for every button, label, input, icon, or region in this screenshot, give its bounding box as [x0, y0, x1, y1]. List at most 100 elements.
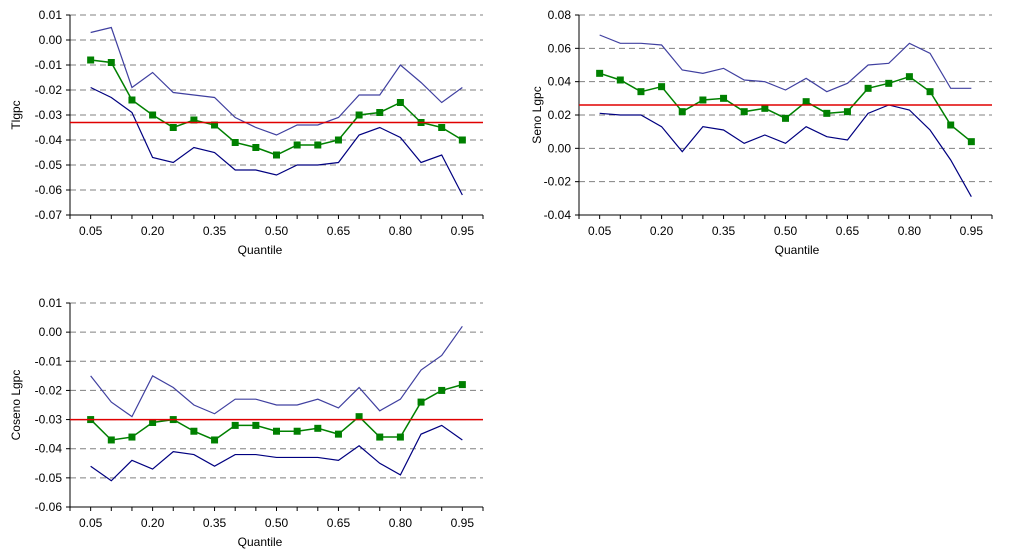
y-tick-label: 0.00	[39, 325, 63, 339]
series-estimate-point	[823, 109, 831, 117]
chart-tlgpc-svg: 0.01 0.00 -0.01 -0.02 -0.03 -0.04 -0.05 -0.06 -0…	[9, 8, 484, 257]
series-estimate-point	[596, 69, 604, 77]
series-estimate-point	[211, 436, 219, 444]
series-estimate-point	[190, 427, 198, 435]
chart-coseno-lgpc-svg: 0.01 0.00 -0.01 -0.02 -0.03 -0.04 -0.05 -0.06 0.…	[9, 296, 484, 549]
series-estimate-point	[926, 88, 934, 96]
series-estimate-point	[740, 108, 748, 116]
x-tick-label: 0.80	[389, 516, 413, 530]
series-estimate-point	[720, 94, 728, 102]
series-lower-band-line	[90, 86, 463, 196]
y-tick-label: -0.02	[35, 83, 63, 97]
x-tick-label: 0.65	[836, 224, 860, 238]
y-tick-label: -0.02	[544, 175, 572, 189]
series-estimate-point	[107, 59, 115, 66]
x-tick-label: 0.95	[960, 224, 984, 238]
series-estimate-point	[376, 433, 384, 441]
y-axis-label: Seno Lgpc	[530, 86, 544, 143]
x-tick-label: 0.65	[327, 516, 351, 530]
series-estimate-point	[417, 398, 425, 406]
series-estimate-point	[885, 79, 893, 87]
series-upper-band-line	[90, 26, 463, 136]
y-tick-label: -0.04	[35, 133, 63, 147]
series-estimate-point	[293, 427, 301, 435]
series-estimate-point	[458, 136, 466, 144]
x-tick-label: 0.50	[265, 516, 289, 530]
series-estimate-point	[947, 121, 955, 129]
y-tick-label: -0.06	[35, 500, 63, 514]
series-estimate-point	[658, 83, 666, 91]
series-estimate-point	[169, 124, 177, 131]
x-tick-label: 0.05	[588, 224, 612, 238]
series-estimate-line	[90, 59, 463, 156]
x-tick-label: 0.95	[451, 516, 475, 530]
series-upper-band-line	[90, 325, 463, 418]
chart-tlgpc: 0.01 0.00 -0.01 -0.02 -0.03 -0.04 -0.05 -0.06 -0…	[0, 0, 513, 276]
series-estimate-point	[864, 84, 872, 92]
series-estimate-point	[355, 111, 363, 119]
x-tick-label: 0.80	[898, 224, 922, 238]
series-estimate-point	[396, 433, 404, 441]
y-tick-label: 0.01	[39, 8, 63, 22]
y-tick-label: -0.04	[544, 208, 572, 222]
series-estimate-point	[458, 381, 466, 389]
y-tick-label: 0.06	[548, 41, 572, 55]
y-axis-label: Tlgpc	[9, 100, 23, 129]
y-tick-label: 0.08	[548, 8, 572, 22]
series-estimate-point	[802, 98, 810, 106]
chart-coseno-lgpc: 0.01 0.00 -0.01 -0.02 -0.03 -0.04 -0.05 -0.06 0.…	[0, 276, 513, 551]
series-estimate-point	[843, 108, 851, 116]
x-tick-label: 0.05	[79, 516, 103, 530]
series-upper-band-line	[599, 34, 972, 93]
series-estimate-point	[107, 436, 115, 444]
series-estimate-point	[128, 433, 136, 441]
y-tick-label: -0.05	[35, 158, 63, 172]
x-axis-label: Quantile	[238, 535, 283, 549]
series-estimate-point	[231, 139, 239, 146]
series-estimate-point	[396, 99, 404, 106]
series-estimate-point	[87, 56, 95, 64]
series-estimate-point	[637, 88, 645, 96]
series-estimate-point	[678, 108, 686, 116]
x-tick-label: 0.50	[774, 224, 798, 238]
series-estimate-line	[599, 72, 972, 143]
y-tick-label: -0.07	[35, 208, 63, 222]
series-estimate-point	[376, 109, 384, 116]
x-tick-label: 0.65	[327, 224, 351, 238]
series-estimate-point	[355, 413, 363, 421]
y-axis-label: Coseno Lgpc	[9, 370, 23, 441]
y-tick-label: 0.01	[39, 296, 63, 310]
chart-seno-lgpc: 0.08 0.06 0.04 0.02 0.00 -0.02 -0.04 0.05 0.20 0.…	[513, 0, 1026, 276]
y-tick-label: -0.04	[35, 442, 63, 456]
series-estimate-point	[967, 138, 975, 146]
y-tick-label: -0.01	[35, 354, 63, 368]
series-estimate-point	[616, 76, 624, 84]
series-estimate-point	[314, 424, 322, 432]
series-estimate-point	[438, 386, 446, 394]
x-tick-label: 0.05	[79, 224, 103, 238]
series-estimate-point	[252, 421, 260, 429]
x-tick-label: 0.20	[141, 516, 165, 530]
y-tick-label: -0.03	[35, 108, 63, 122]
series-estimate-point	[761, 104, 769, 112]
y-tick-label: 0.02	[548, 108, 572, 122]
series-estimate-point	[273, 427, 280, 435]
series-estimate-point	[699, 96, 707, 104]
y-tick-label: 0.00	[39, 33, 63, 47]
y-tick-label: 0.04	[548, 75, 572, 89]
x-tick-label: 0.80	[389, 224, 413, 238]
series-estimate-point	[273, 151, 280, 159]
y-tick-label: -0.06	[35, 183, 63, 197]
series-estimate-point	[293, 141, 301, 149]
x-tick-label: 0.20	[650, 224, 674, 238]
x-tick-label: 0.20	[141, 224, 165, 238]
series-lower-band-line	[90, 424, 463, 482]
series-estimate-point	[128, 96, 136, 104]
y-tick-label: -0.01	[35, 58, 63, 72]
series-estimate-point	[252, 144, 260, 151]
x-axis-label: Quantile	[238, 243, 283, 257]
series-estimate-point	[149, 111, 157, 119]
x-tick-label: 0.35	[203, 224, 227, 238]
series-estimate-point	[231, 421, 239, 429]
series-estimate-point	[314, 141, 322, 149]
